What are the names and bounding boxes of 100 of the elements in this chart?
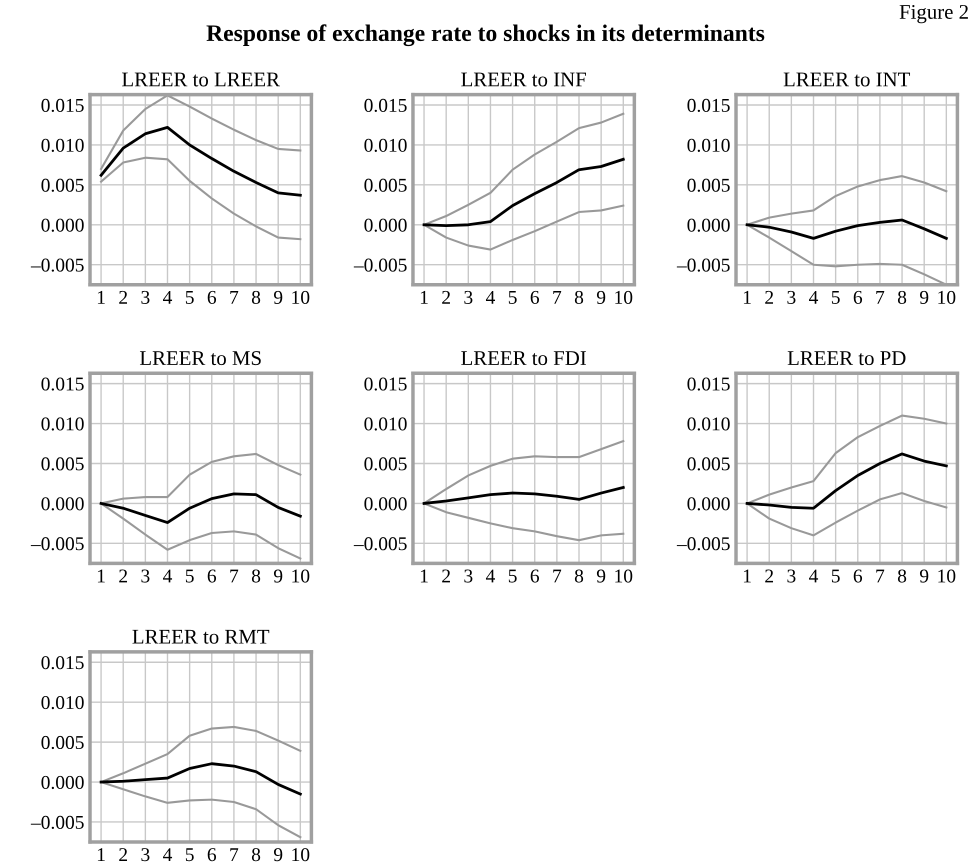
y-tick-label: 0.015 bbox=[41, 98, 84, 112]
x-tick-label: 6 bbox=[530, 570, 540, 583]
chart-title: LREER to MS bbox=[140, 351, 261, 366]
y-tick-label: 0.010 bbox=[41, 696, 84, 710]
line-series bbox=[422, 158, 625, 227]
x-tick-label: 10 bbox=[938, 569, 956, 583]
x-tick-label: 3 bbox=[464, 570, 472, 583]
y-tick-label: 0.010 bbox=[41, 138, 84, 152]
x-tick-label: 7 bbox=[876, 570, 884, 582]
x-tick-label: 2 bbox=[442, 290, 450, 304]
y-tick-label: –0.005 bbox=[354, 537, 407, 550]
y-tick-label: 0.015 bbox=[41, 377, 84, 391]
x-tick-label: 4 bbox=[163, 848, 172, 862]
x-tick-label: 7 bbox=[876, 291, 884, 304]
x-tick-label: 4 bbox=[163, 570, 172, 582]
y-tick-label: 0.015 bbox=[687, 377, 730, 391]
y-tick-label: 0.000 bbox=[364, 218, 407, 232]
x-tick-label: 2 bbox=[442, 570, 450, 582]
y-tick-label: 0.000 bbox=[687, 497, 730, 510]
chart-title: LREER to INF bbox=[461, 72, 586, 86]
x-tick-label: 6 bbox=[208, 848, 216, 862]
line-series bbox=[100, 492, 302, 524]
caption: Figure 2 bbox=[900, 4, 968, 24]
y-tick-label: 0.005 bbox=[687, 178, 730, 192]
x-tick-label: 10 bbox=[938, 290, 956, 304]
y-tick-label: 0.015 bbox=[364, 377, 407, 391]
x-tick-label: 4 bbox=[809, 570, 818, 582]
x-tick-label: 4 bbox=[486, 570, 496, 582]
x-tick-label: 10 bbox=[292, 569, 310, 583]
line-series bbox=[100, 762, 302, 796]
line-series bbox=[746, 452, 948, 510]
x-tick-label: 6 bbox=[530, 290, 540, 304]
x-tick-label: 9 bbox=[274, 570, 282, 583]
y-tick-label: –0.005 bbox=[30, 816, 84, 830]
y-tick-label: 0.010 bbox=[41, 417, 84, 431]
y-tick-label: 0.000 bbox=[41, 776, 84, 790]
x-tick-label: 8 bbox=[574, 290, 584, 304]
x-tick-label: 8 bbox=[252, 290, 260, 304]
x-tick-label: 10 bbox=[615, 290, 632, 304]
x-tick-label: 5 bbox=[186, 570, 194, 583]
line-series bbox=[422, 486, 625, 505]
x-tick-label: 9 bbox=[596, 290, 606, 304]
y-tick-label: 0.005 bbox=[364, 178, 407, 192]
x-tick-label: 7 bbox=[230, 570, 238, 582]
x-tick-label: 3 bbox=[141, 290, 150, 304]
x-tick-label: 1 bbox=[420, 570, 428, 582]
x-tick-label: 10 bbox=[292, 848, 310, 862]
x-tick-label: 2 bbox=[119, 848, 128, 862]
x-tick-label: 1 bbox=[98, 290, 105, 304]
y-tick-label: 0.010 bbox=[687, 417, 730, 431]
chart-title: LREER to FDI bbox=[461, 351, 586, 366]
y-tick-label: –0.005 bbox=[676, 537, 730, 550]
x-tick-label: 7 bbox=[553, 291, 562, 304]
text: Response of exchange rate to shocks in its determinants bbox=[206, 24, 764, 46]
x-tick-label: 9 bbox=[920, 290, 928, 304]
x-tick-label: 6 bbox=[208, 290, 216, 304]
y-tick-label: 0.015 bbox=[41, 656, 84, 670]
y-tick-label: 0.005 bbox=[41, 178, 84, 192]
x-tick-label: 5 bbox=[832, 570, 840, 583]
y-tick-label: 0.010 bbox=[364, 417, 407, 431]
x-tick-label: 4 bbox=[809, 290, 818, 304]
x-tick-label: 9 bbox=[274, 848, 282, 862]
y-tick-label: 0.015 bbox=[364, 98, 407, 112]
y-tick-label: –0.005 bbox=[30, 537, 84, 550]
x-tick-label: 6 bbox=[854, 570, 862, 583]
x-tick-label: 4 bbox=[486, 290, 496, 304]
x-tick-label: 1 bbox=[420, 290, 428, 304]
x-tick-label: 3 bbox=[141, 570, 150, 583]
x-tick-label: 2 bbox=[765, 290, 774, 304]
x-tick-label: 9 bbox=[920, 570, 928, 583]
chart-title: LREER to RMT bbox=[132, 630, 270, 644]
x-tick-label: 1 bbox=[744, 290, 751, 304]
line-series bbox=[100, 126, 302, 197]
x-tick-label: 3 bbox=[141, 848, 150, 862]
x-tick-label: 6 bbox=[854, 290, 862, 304]
y-tick-label: 0.000 bbox=[41, 218, 84, 232]
x-tick-label: 2 bbox=[765, 570, 774, 582]
y-tick-label: 0.010 bbox=[364, 138, 407, 152]
x-tick-label: 7 bbox=[230, 848, 238, 862]
chart-title: LREER to INT bbox=[784, 72, 910, 86]
x-tick-label: 5 bbox=[186, 291, 194, 304]
x-tick-label: 6 bbox=[208, 570, 216, 583]
x-tick-label: 1 bbox=[98, 848, 105, 862]
x-tick-label: 8 bbox=[252, 569, 260, 583]
y-tick-label: 0.000 bbox=[41, 497, 84, 510]
x-tick-label: 5 bbox=[508, 291, 517, 304]
y-tick-label: 0.000 bbox=[364, 497, 407, 510]
line-series bbox=[100, 156, 302, 240]
x-tick-label: 5 bbox=[508, 570, 517, 583]
x-tick-label: 10 bbox=[615, 569, 632, 583]
y-tick-label: 0.005 bbox=[364, 457, 407, 471]
x-tick-label: 2 bbox=[119, 570, 128, 582]
y-tick-label: 0.005 bbox=[41, 457, 84, 471]
y-tick-label: 0.005 bbox=[687, 457, 730, 471]
x-tick-label: 1 bbox=[744, 570, 751, 582]
y-tick-label: –0.005 bbox=[676, 258, 730, 272]
x-tick-label: 7 bbox=[230, 291, 238, 304]
x-tick-label: 9 bbox=[596, 570, 606, 583]
line-series bbox=[746, 218, 948, 240]
x-tick-label: 8 bbox=[252, 848, 260, 862]
